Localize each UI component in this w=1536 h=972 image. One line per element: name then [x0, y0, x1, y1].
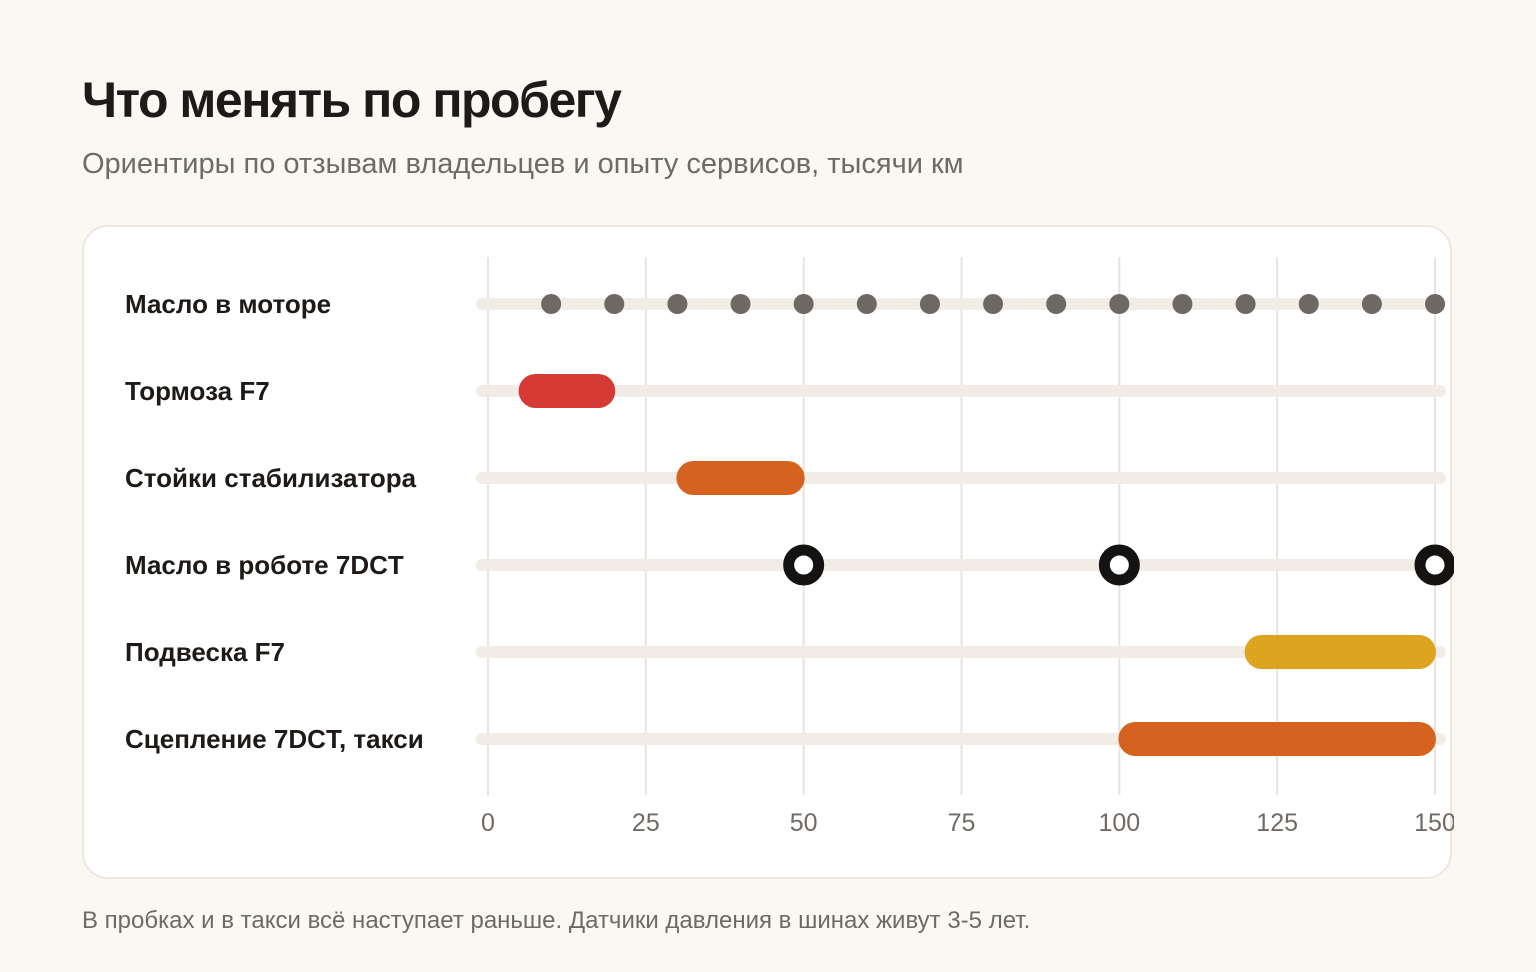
dot-marker-0-7	[983, 294, 1004, 314]
dot-marker-0-6	[919, 294, 940, 314]
x-tick-label-125: 125	[1256, 809, 1298, 837]
dot-marker-0-3	[730, 294, 751, 314]
dot-marker-0-1	[604, 294, 625, 314]
ring-marker-3-1	[1098, 544, 1140, 586]
dot-marker-0-10	[1172, 294, 1193, 314]
x-tick-label-0: 0	[481, 809, 495, 837]
dot-marker-0-9	[1109, 294, 1130, 314]
range-bar-4	[1244, 635, 1436, 669]
row-label-1: Тормоза F7	[125, 376, 270, 406]
range-bar-2	[676, 461, 805, 495]
row-label-0: Масло в моторе	[125, 289, 331, 319]
ring-marker-3-2	[1414, 544, 1454, 586]
dot-marker-0-2	[667, 294, 688, 314]
row-label-2: Стойки стабилизатора	[125, 463, 417, 493]
x-tick-label-50: 50	[790, 809, 818, 837]
ring-marker-3-0	[783, 544, 825, 586]
x-tick-label-25: 25	[632, 809, 660, 837]
dot-marker-0-12	[1298, 294, 1319, 314]
row-label-3: Масло в роботе 7DCT	[125, 550, 404, 580]
mileage-chart: 0 25 50 75 100 125 150 Масло в моторе Тормоза F7…	[125, 257, 1454, 837]
dot-marker-0-5	[856, 294, 877, 314]
x-tick-label-100: 100	[1098, 809, 1140, 837]
dot-marker-0-11	[1235, 294, 1256, 314]
chart-subtitle: Ориентиры по отзывам владельцев и опыту …	[82, 148, 964, 180]
range-bar-5	[1118, 722, 1436, 756]
x-tick-label-75: 75	[948, 809, 976, 837]
chart-card: 0 25 50 75 100 125 150 Масло в моторе Тормоза F7…	[82, 225, 1454, 879]
dot-marker-0-14	[1425, 294, 1445, 314]
dot-marker-0-8	[1046, 294, 1067, 314]
range-bar-1	[518, 374, 616, 408]
dot-marker-0-4	[793, 294, 814, 314]
dot-marker-0-13	[1361, 294, 1382, 314]
footnote: В пробках и в такси всё наступает раньше…	[82, 907, 1031, 934]
dot-marker-0-0	[541, 294, 562, 314]
row-label-4: Подвеска F7	[125, 637, 285, 667]
row-label-5: Сцепление 7DCT, такси	[125, 724, 424, 754]
chart-title: Что менять по пробегу	[82, 72, 622, 128]
x-tick-label-150: 150	[1414, 809, 1454, 837]
